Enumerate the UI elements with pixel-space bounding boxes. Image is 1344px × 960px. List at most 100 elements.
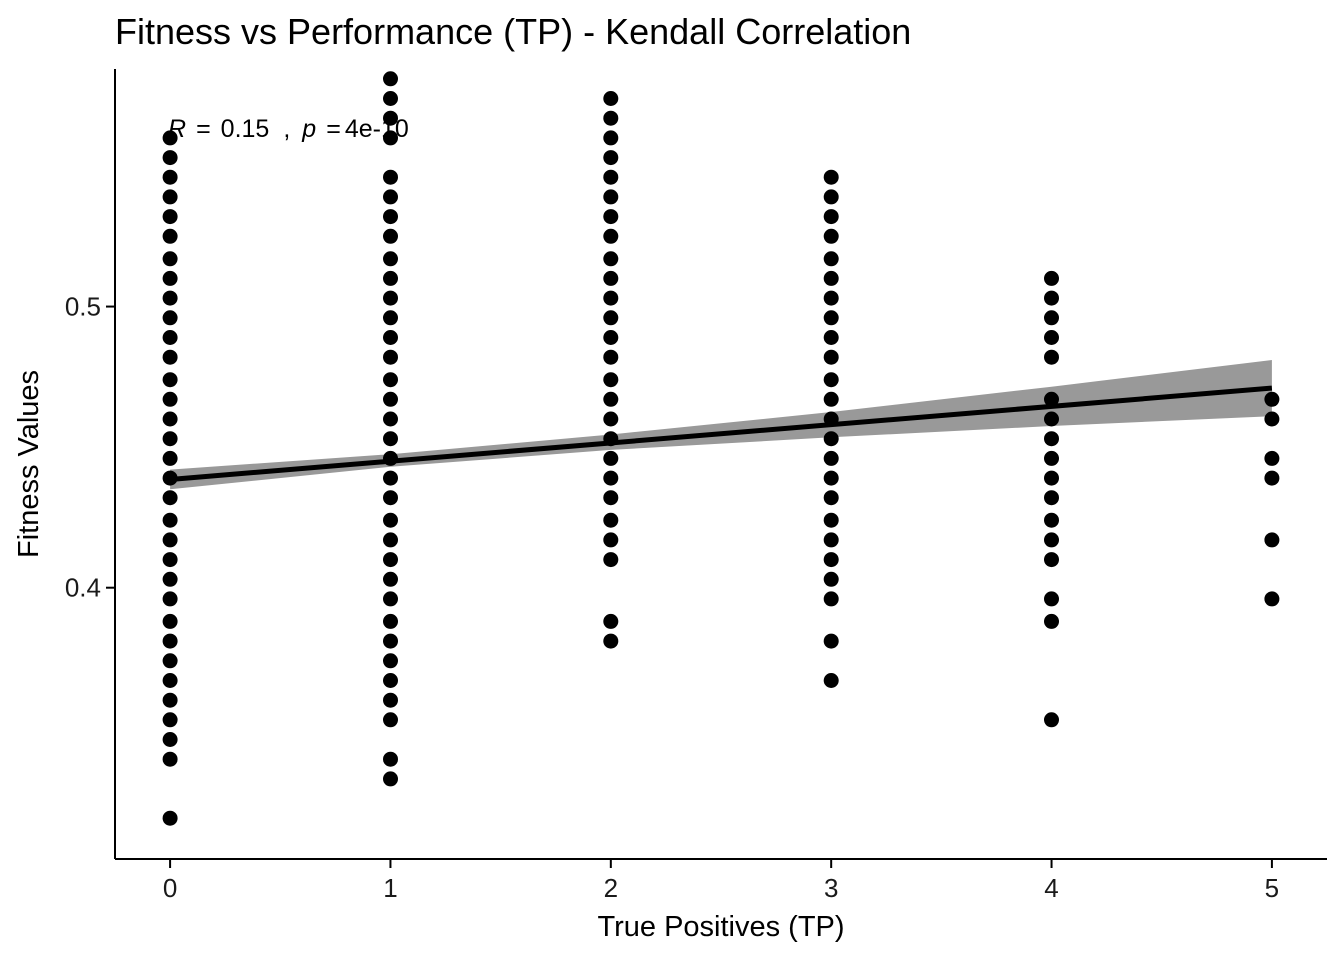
data-point — [1044, 349, 1059, 365]
data-point — [383, 771, 398, 787]
data-point — [823, 532, 839, 548]
data-point — [383, 372, 398, 388]
data-point — [1044, 490, 1059, 506]
correlation-annotation: R = 0.15, p = 4e-10 — [168, 115, 409, 143]
data-point — [162, 169, 178, 185]
data-point — [383, 270, 398, 286]
data-point — [162, 653, 178, 669]
data-point — [823, 228, 839, 244]
data-point — [162, 189, 178, 205]
y-tick-label: 0.5 — [65, 292, 101, 322]
data-point — [823, 290, 839, 306]
data-point — [1044, 613, 1059, 629]
data-point — [1264, 411, 1280, 427]
data-point — [823, 391, 839, 407]
data-point — [383, 411, 398, 427]
data-point — [603, 189, 619, 205]
data-point — [603, 613, 619, 629]
data-point — [823, 372, 839, 388]
data-point — [383, 71, 398, 87]
data-point — [603, 633, 619, 649]
data-point — [162, 310, 178, 326]
data-point — [823, 591, 839, 607]
data-point — [162, 372, 178, 388]
x-axis-ticks: 0 1 2 3 4 5 — [163, 859, 1279, 903]
data-point — [823, 512, 839, 528]
data-point — [383, 591, 398, 607]
x-tick-label: 5 — [1265, 873, 1279, 903]
data-point — [162, 732, 178, 747]
data-point — [162, 450, 178, 466]
data-point — [603, 411, 619, 427]
p-value: 4e-10 — [345, 115, 409, 143]
data-point — [383, 169, 398, 185]
data-point — [823, 470, 839, 486]
data-point — [383, 470, 398, 486]
data-point — [162, 751, 178, 767]
plot-area — [162, 71, 1280, 826]
data-point — [383, 712, 398, 728]
r-symbol: R — [168, 115, 186, 143]
data-point — [162, 251, 178, 267]
data-point — [603, 251, 619, 267]
data-point — [823, 189, 839, 205]
data-point — [383, 653, 398, 669]
data-point — [823, 450, 839, 466]
data-point — [603, 450, 619, 466]
data-point — [383, 209, 398, 225]
data-point — [383, 330, 398, 345]
data-point — [1264, 470, 1280, 486]
y-axis-ticks: 0.4 0.5 — [65, 292, 115, 603]
data-point — [162, 270, 178, 286]
data-point — [162, 810, 178, 826]
x-tick-label: 4 — [1044, 873, 1058, 903]
data-point — [162, 391, 178, 407]
data-point — [162, 692, 178, 708]
data-point — [383, 673, 398, 688]
data-point — [603, 372, 619, 388]
data-point — [383, 490, 398, 506]
data-point — [1264, 532, 1280, 548]
data-point — [603, 270, 619, 286]
data-point — [823, 310, 839, 326]
r-equals: = — [196, 115, 211, 143]
data-point — [603, 391, 619, 407]
data-point — [162, 290, 178, 306]
data-point — [1044, 712, 1059, 728]
data-point — [162, 552, 178, 568]
data-point — [1044, 391, 1059, 407]
data-point — [603, 310, 619, 326]
data-point — [383, 633, 398, 649]
y-tick-label: 0.4 — [65, 573, 101, 603]
data-point — [1264, 450, 1280, 466]
data-point — [1044, 411, 1059, 427]
data-point — [1044, 552, 1059, 568]
data-point — [383, 532, 398, 548]
data-point — [162, 330, 178, 345]
data-point — [383, 290, 398, 306]
data-point — [603, 130, 619, 146]
data-point — [383, 613, 398, 629]
data-point — [1044, 512, 1059, 528]
data-point — [603, 150, 619, 166]
data-point — [603, 470, 619, 486]
data-point — [162, 431, 178, 447]
data-point — [1044, 290, 1059, 306]
confidence-band — [170, 360, 1272, 490]
data-point — [383, 571, 398, 587]
data-point — [603, 532, 619, 548]
data-point — [1044, 330, 1059, 345]
data-point — [1044, 470, 1059, 486]
data-points — [162, 71, 1280, 826]
data-point — [162, 228, 178, 244]
x-axis-title: True Positives (TP) — [597, 911, 844, 943]
data-point — [383, 431, 398, 447]
data-point — [162, 349, 178, 365]
data-point — [162, 613, 178, 629]
data-point — [1264, 591, 1280, 607]
data-point — [383, 91, 398, 106]
data-point — [162, 209, 178, 225]
data-point — [162, 532, 178, 548]
x-tick-label: 2 — [604, 873, 618, 903]
